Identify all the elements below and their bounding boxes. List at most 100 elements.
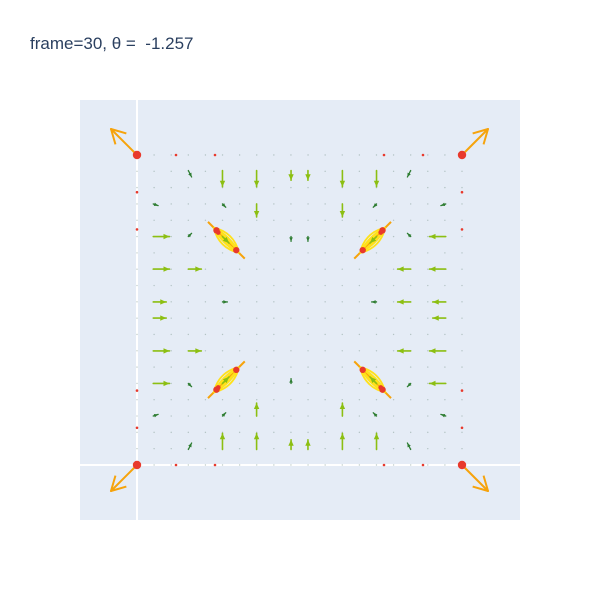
grid-sample-dot	[324, 317, 326, 319]
grid-sample-dot	[444, 154, 446, 156]
grid-sample-dot	[238, 268, 241, 270]
grid-sample-dot	[392, 447, 395, 450]
border-marker	[135, 190, 139, 194]
arrow-head	[373, 412, 378, 417]
grid-sample-dot	[307, 415, 309, 417]
grid-sample-dot	[136, 284, 138, 287]
grid-sample-dot	[238, 203, 241, 205]
grid-sample-dot	[392, 382, 395, 385]
grid-sample-dot	[392, 366, 395, 368]
grid-sample-dot	[375, 252, 378, 254]
grid-sample-dot	[409, 366, 412, 368]
grid-sample-dot	[444, 219, 446, 221]
grid-sample-dot	[444, 431, 446, 434]
grid-sample-dot	[444, 186, 446, 189]
grid-sample-dot	[307, 333, 309, 336]
chart-title: frame=30, θ = -1.257	[30, 34, 194, 53]
grid-sample-dot	[153, 154, 155, 156]
grid-sample-dot	[358, 284, 361, 287]
grid-sample-dot	[427, 317, 429, 319]
vector-arrow-10	[288, 169, 294, 182]
vector-arrow-29	[221, 235, 230, 244]
arrow-head	[371, 300, 376, 304]
grid-sample-dot	[170, 170, 172, 173]
grid-sample-dot	[204, 186, 207, 189]
grid-sample-dot	[324, 235, 326, 238]
border-marker	[421, 153, 425, 157]
arrow-head	[253, 210, 260, 217]
grid-sample-dot	[290, 415, 292, 417]
vector-arrow-44	[339, 402, 346, 417]
vector-arrow-8	[373, 169, 380, 188]
grid-sample-dot	[324, 252, 326, 254]
grid-sample-dot	[341, 317, 343, 319]
grid-sample-dot	[461, 252, 463, 254]
charge-markers	[132, 150, 467, 470]
grid-sample-dot	[221, 464, 224, 466]
border-marker	[213, 153, 217, 157]
grid-sample-dot	[256, 154, 258, 156]
grid-sample-dot	[136, 399, 138, 401]
grid-sample-dot	[375, 350, 378, 352]
arrow-head	[429, 348, 436, 354]
vector-arrow-6	[253, 169, 260, 188]
vector-arrow-20	[428, 233, 447, 240]
vector-arrow-62	[306, 235, 310, 243]
vector-arrow-12	[406, 169, 412, 178]
grid-sample-dot	[427, 447, 429, 450]
arrow-head	[440, 202, 446, 207]
vector-arrow-47	[152, 413, 159, 418]
grid-sample-dot	[204, 219, 207, 221]
grid-sample-dot	[204, 464, 207, 466]
arrow-head	[188, 443, 192, 448]
grid-sample-dot	[187, 317, 190, 319]
grid-sample-dot	[324, 447, 326, 450]
grid-sample-dot	[136, 252, 138, 254]
grid-sample-dot	[187, 186, 190, 189]
grid-sample-dot	[409, 203, 412, 205]
grid-sample-dot	[427, 219, 429, 221]
grid-sample-dot	[170, 431, 172, 434]
vector-arrow-18	[440, 202, 447, 207]
plot-area	[80, 100, 520, 520]
grid-sample-dot	[358, 447, 361, 450]
grid-sample-dot	[290, 431, 292, 434]
grid-sample-dot	[221, 399, 224, 401]
arrow-head	[407, 172, 411, 177]
grid-sample-dot	[256, 464, 258, 466]
grid-sample-dot	[307, 284, 309, 287]
grid-sample-dot	[409, 219, 412, 221]
grid-sample-dot	[461, 431, 463, 434]
vector-arrow-3	[110, 464, 138, 492]
grid-sample-dot	[238, 170, 241, 173]
grid-sample-dot	[290, 219, 292, 221]
vector-arrow-32	[221, 300, 229, 304]
grid-sample-dot	[307, 252, 309, 254]
grid-sample-dot	[358, 399, 361, 401]
grid-sample-dot	[409, 154, 412, 156]
grid-sample-dot	[324, 382, 326, 385]
arrow-head	[288, 439, 294, 446]
grid-lines	[80, 100, 520, 520]
grid-sample-dot	[324, 170, 326, 173]
charge-1	[132, 150, 142, 160]
grid-sample-dot	[358, 186, 361, 189]
grid-sample-dot	[392, 186, 395, 189]
grid-sample-dot	[136, 366, 138, 368]
grid-sample-dot	[427, 415, 429, 417]
grid-sample-dot	[392, 333, 395, 336]
border-marker	[135, 228, 139, 231]
grid-sample-dot	[136, 317, 138, 319]
grid-sample-dot	[238, 415, 241, 417]
grid-sample-dot	[392, 203, 395, 205]
arrow-head	[163, 380, 170, 387]
grid-sample-dot	[153, 399, 155, 401]
grid-sample-dot	[256, 219, 258, 221]
vector-arrow-34	[396, 299, 412, 305]
grid-sample-dot	[307, 431, 309, 434]
grid-sample-dot	[341, 464, 343, 466]
grid-sample-dot	[273, 431, 275, 434]
grid-sample-dot	[392, 350, 395, 352]
grid-sample-dot	[307, 350, 309, 352]
grid-sample-dot	[392, 284, 395, 287]
